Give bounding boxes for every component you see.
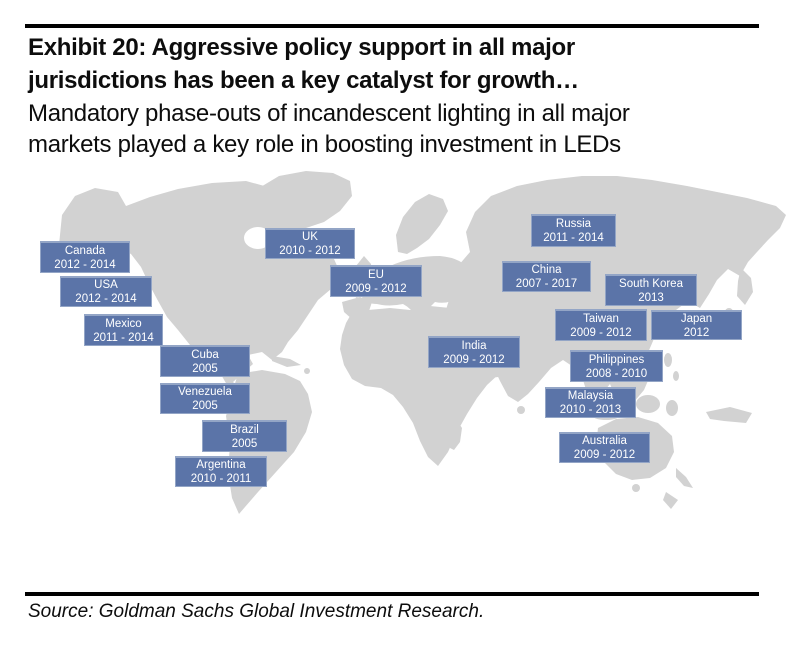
country-name: Malaysia (567, 390, 614, 402)
country-years: 2005 (231, 437, 258, 450)
country-name: Cuba (191, 348, 219, 361)
country-years: 2009 - 2012 (573, 449, 636, 461)
country-years: 2009 - 2012 (443, 353, 505, 366)
country-years: 2013 (638, 291, 664, 304)
country-name: South Korea (619, 277, 683, 290)
country-label-brazil: Brazil 2005 (202, 420, 287, 452)
country-label-uk: UK 2010 - 2012 (265, 228, 355, 259)
country-years: 2012 (683, 326, 710, 339)
exhibit-subtitle: Mandatory phase-outs of incandescent lig… (28, 98, 776, 160)
country-years: 2008 - 2010 (585, 367, 648, 380)
country-label-taiwan: Taiwan 2009 - 2012 (555, 309, 647, 341)
country-name: Argentina (196, 459, 246, 471)
country-name: Brazil (230, 423, 259, 436)
country-label-japan: Japan 2012 (651, 310, 742, 340)
country-label-australia: Australia 2009 - 2012 (559, 432, 650, 463)
country-name: China (531, 264, 562, 276)
country-years: 2007 - 2017 (515, 278, 578, 290)
country-years: 2009 - 2012 (345, 282, 407, 295)
country-name: Russia (555, 218, 592, 230)
country-years: 2011 - 2014 (93, 331, 154, 344)
country-label-china: China 2007 - 2017 (502, 261, 591, 292)
country-label-india: India 2009 - 2012 (428, 336, 520, 368)
country-years: 2010 - 2013 (559, 404, 622, 416)
exhibit-title: Exhibit 20: Aggressive policy support in… (28, 31, 776, 97)
country-name: Canada (64, 244, 106, 257)
country-name: Australia (582, 435, 627, 447)
country-label-cuba: Cuba 2005 (160, 345, 250, 377)
country-label-eu: EU 2009 - 2012 (330, 265, 422, 297)
country-label-canada: Canada 2012 - 2014 (40, 241, 130, 273)
country-name: Taiwan (583, 312, 619, 325)
country-label-mexico: Mexico 2011 - 2014 (84, 314, 163, 346)
exhibit-title-line2: jurisdictions has been a key catalyst fo… (28, 67, 579, 94)
country-years: 2012 - 2014 (75, 293, 137, 305)
country-years: 2011 - 2014 (543, 232, 604, 244)
country-years: 2012 - 2014 (54, 258, 116, 271)
bottom-rule (25, 592, 759, 596)
country-years: 2010 - 2011 (190, 473, 252, 485)
country-years: 2005 (192, 400, 218, 412)
country-years: 2010 - 2012 (279, 245, 341, 257)
country-name: Venezuela (178, 386, 232, 398)
country-label-venezuela: Venezuela 2005 (160, 383, 250, 414)
country-years: 2009 - 2012 (570, 326, 632, 339)
country-label-russia: Russia 2011 - 2014 (531, 214, 616, 247)
country-name: USA (94, 279, 118, 291)
country-name: Philippines (588, 353, 645, 366)
country-years: 2005 (192, 362, 218, 375)
country-name: UK (302, 231, 318, 243)
top-rule (25, 24, 759, 28)
source-note: Source: Goldman Sachs Global Investment … (28, 601, 485, 622)
exhibit-title-line1: Exhibit 20: Aggressive policy support in… (28, 34, 575, 61)
country-label-malaysia: Malaysia 2010 - 2013 (545, 387, 636, 418)
country-name: Japan (680, 312, 713, 325)
country-name: India (461, 339, 487, 352)
country-label-philippines: Philippines 2008 - 2010 (570, 350, 663, 382)
country-label-usa: USA 2012 - 2014 (60, 276, 152, 307)
country-name: EU (368, 268, 384, 281)
country-label-south-korea: South Korea 2013 (605, 274, 697, 306)
map-landmasses (59, 171, 786, 514)
country-name: Mexico (105, 317, 142, 330)
exhibit-subtitle-line2: markets played a key role in boosting in… (28, 131, 621, 158)
exhibit-subtitle-line1: Mandatory phase-outs of incandescent lig… (28, 100, 630, 127)
country-label-argentina: Argentina 2010 - 2011 (175, 456, 267, 487)
